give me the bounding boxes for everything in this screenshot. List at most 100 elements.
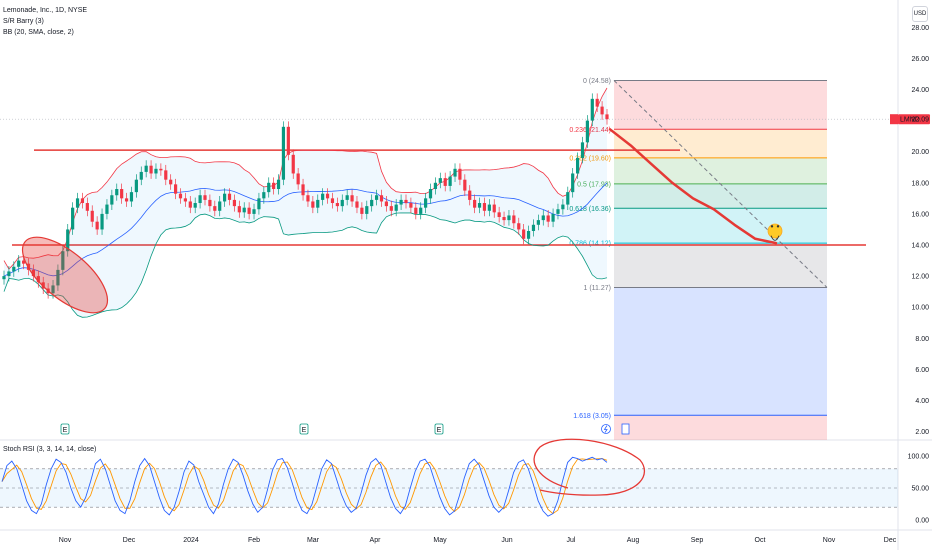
time-axis-label: Mar — [307, 537, 320, 544]
candle-body — [595, 98, 599, 107]
candle-body — [183, 198, 187, 202]
rsi-axis-label: 0.00 — [915, 518, 929, 525]
projection-dashed-line — [613, 80, 828, 288]
annotation-ellipse — [21, 236, 109, 314]
candle-body — [541, 215, 545, 221]
candle-body — [51, 285, 55, 294]
note-marker — [621, 423, 630, 435]
rsi-band-fill — [0, 468, 898, 508]
candle-body — [414, 207, 418, 214]
time-axis-label: Nov — [823, 537, 836, 544]
candle-body — [80, 198, 85, 204]
candle-body — [492, 204, 496, 213]
candle-body — [178, 193, 183, 199]
candle-body — [453, 168, 457, 177]
candle-body — [105, 204, 109, 214]
candle-body — [218, 201, 222, 211]
candle-body — [154, 168, 158, 174]
candle-body — [448, 176, 452, 186]
candle-body — [575, 157, 580, 174]
candle-body — [61, 251, 65, 270]
candle-body — [227, 193, 232, 200]
earnings-marker — [60, 423, 70, 435]
stoch-d-line — [1, 458, 608, 515]
candle-body — [95, 221, 99, 230]
candle-body — [193, 203, 197, 208]
candle-body — [164, 170, 168, 180]
candle-body — [232, 199, 237, 207]
time-axis-label: Aug — [627, 537, 640, 544]
time-axis-label: 2024 — [183, 537, 199, 544]
candle-body — [556, 209, 560, 214]
candle-body — [257, 198, 261, 210]
price-axis-label: 28.00 — [911, 25, 929, 32]
candle-body — [110, 195, 114, 205]
projection-path — [608, 128, 778, 245]
candle-body — [267, 182, 271, 193]
candle-body — [7, 271, 11, 277]
candle-body — [433, 182, 438, 190]
bollinger-upper — [3, 87, 608, 270]
symbol-title: Lemonade, Inc., 1D, NYSE — [3, 7, 88, 14]
candle-body — [487, 204, 491, 211]
candle-body — [242, 207, 246, 213]
candle-body — [306, 195, 310, 202]
emoji-face — [767, 223, 783, 239]
candle-body — [365, 206, 369, 214]
annotation-circle — [533, 438, 645, 496]
candle-body — [325, 193, 330, 199]
time-axis-label: May — [433, 537, 447, 544]
candle-body — [502, 217, 506, 221]
price-tag-value: 22.09 — [911, 117, 929, 124]
candle-body — [149, 165, 153, 174]
fib-level-label: 0.382 (19.60) — [569, 155, 611, 162]
candle-body — [379, 195, 384, 202]
candle-body — [124, 198, 129, 202]
time-axis-label: Nov — [59, 537, 72, 544]
earnings-marker-label: E — [302, 427, 307, 434]
candle-body — [90, 210, 94, 222]
candle-body — [360, 207, 364, 214]
currency-button[interactable]: USD — [912, 6, 928, 22]
time-axis-label: Sep — [691, 537, 704, 544]
price-axis-label: 8.00 — [915, 336, 929, 343]
emoji-mouth — [770, 235, 780, 241]
price-tag-bg — [890, 114, 898, 125]
candle-body — [66, 229, 70, 252]
candle-body — [424, 198, 428, 208]
candle-body — [173, 184, 178, 194]
candle-body — [237, 206, 241, 213]
candle-body — [301, 184, 305, 196]
time-axis-label: Apr — [370, 537, 382, 544]
candle-body — [419, 207, 423, 214]
fib-level-label: 1 (11.27) — [584, 285, 612, 292]
candle-body — [399, 199, 403, 205]
fib-zone — [614, 80, 827, 130]
stoch-rsi-label: Stoch RSI (3, 3, 14, 14, close) — [3, 446, 97, 453]
candle-body — [31, 269, 36, 277]
price-axis-label: 14.00 — [911, 243, 929, 250]
candle-body — [409, 203, 413, 208]
indicator-bb-label: BB (20, SMA, close, 2) — [3, 29, 74, 36]
candle-body — [345, 195, 349, 200]
candle-body — [17, 260, 21, 267]
fib-level-label: 0.786 (14.12) — [569, 241, 611, 248]
price-tag-bg — [898, 114, 930, 125]
candle-body — [590, 98, 594, 121]
candle-body — [458, 168, 462, 180]
price-axis-label: 26.00 — [911, 56, 929, 63]
emoji-eye — [770, 225, 774, 228]
stoch-k-line — [1, 456, 608, 517]
candle-body — [311, 201, 315, 208]
candle-body — [355, 201, 359, 208]
split-marker — [601, 424, 611, 434]
fib-zone — [614, 157, 827, 184]
bollinger-fill — [4, 87, 607, 318]
candle-body — [394, 204, 398, 211]
price-axis-label: 18.00 — [911, 180, 929, 187]
rsi-axis-label: 50.00 — [911, 486, 929, 493]
candle-body — [139, 171, 143, 180]
candle-body — [198, 195, 202, 204]
fib-zone — [614, 287, 827, 416]
